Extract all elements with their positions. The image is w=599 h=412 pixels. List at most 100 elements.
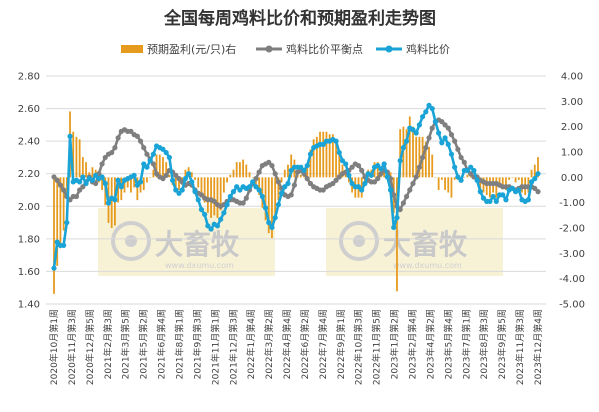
profit-bar xyxy=(283,169,286,178)
x-tick-label: 2023年4月第2周 xyxy=(424,309,436,379)
ratio-point xyxy=(234,184,240,190)
breakeven-point xyxy=(378,171,384,177)
breakeven-point xyxy=(307,180,314,187)
ratio-point xyxy=(426,102,432,108)
ratio-point xyxy=(400,145,406,151)
profit-bar xyxy=(287,164,289,178)
x-tick-label: 2021年5月第2周 xyxy=(138,309,150,379)
ratio-point xyxy=(272,215,278,221)
ratio-point xyxy=(528,179,535,185)
breakeven-point xyxy=(269,162,275,169)
ratio-point xyxy=(423,109,429,115)
profit-bar xyxy=(331,134,334,178)
y-right-tick-label: -3.00 xyxy=(559,249,585,260)
profit-bar xyxy=(219,177,222,211)
ratio-point xyxy=(391,224,397,231)
ratio-point xyxy=(336,149,342,156)
ratio-point xyxy=(131,172,137,178)
ratio-point xyxy=(169,177,176,183)
profit-bar xyxy=(428,146,430,178)
profit-bar xyxy=(59,177,62,249)
watermark-2: 大畜牧 www.dxumu.com xyxy=(326,208,503,276)
x-tick-label: 2021年8月第1周 xyxy=(173,309,185,379)
y-right-tick-label: 0.00 xyxy=(561,173,583,184)
y-left-tick-label: 2.80 xyxy=(18,72,40,83)
profit-bar xyxy=(78,139,81,178)
ratio-point xyxy=(516,187,522,193)
breakeven-point xyxy=(266,159,272,165)
ratio-point xyxy=(246,184,253,190)
ratio-point xyxy=(221,210,227,216)
profit-bar xyxy=(312,139,315,178)
ratio-point xyxy=(80,174,86,180)
y-left-tick-label: 2.60 xyxy=(18,104,40,115)
breakeven-point xyxy=(198,192,205,198)
profit-bar xyxy=(248,172,251,178)
y-axis-left: 1.40 1.60 1.80 2.00 2.20 2.40 2.60 2.80 xyxy=(18,72,40,311)
profit-bar xyxy=(130,177,132,193)
profit-bar xyxy=(444,177,446,190)
x-tick-label: 2022年7月第4周 xyxy=(317,309,329,379)
profit-bar xyxy=(415,136,418,178)
breakeven-point xyxy=(458,154,464,161)
profit-bar xyxy=(376,162,379,178)
profit-bar xyxy=(91,167,94,178)
breakeven-point xyxy=(93,180,99,187)
legend-label-breakeven: 鸡料比价平衡点 xyxy=(286,42,363,56)
breakeven-point xyxy=(448,132,455,138)
profit-bar xyxy=(338,154,341,178)
breakeven-point xyxy=(452,138,458,144)
breakeven-point xyxy=(288,192,294,198)
legend-marker-breakeven xyxy=(265,45,273,53)
ratio-point xyxy=(503,197,509,203)
ratio-point xyxy=(397,158,403,164)
profit-bar xyxy=(242,159,245,178)
x-tick-label: 2020年11月第3周 xyxy=(66,309,78,385)
x-tick-label: 2023年9月第5周 xyxy=(496,309,508,379)
ratio-point xyxy=(429,105,435,112)
ratio-point xyxy=(214,223,221,229)
ratio-point xyxy=(487,198,493,204)
y-axis-right: 4.00 3.00 2.00 1.00 0.00 -1.00 -2.00 -3.00 -4.00… xyxy=(559,72,585,311)
x-tick-label: 2022年11月第5周 xyxy=(371,309,383,385)
profit-bar xyxy=(190,172,193,178)
y-right-tick-label: -4.00 xyxy=(559,274,585,285)
ratio-point xyxy=(99,174,105,180)
breakeven-point xyxy=(397,206,403,213)
ratio-point xyxy=(343,161,349,167)
profit-bar xyxy=(315,136,318,178)
ratio-point xyxy=(493,198,499,204)
breakeven-point xyxy=(420,154,426,161)
ratio-point xyxy=(262,205,269,211)
profit-bar xyxy=(437,177,440,190)
breakeven-point xyxy=(272,171,278,177)
profit-bar xyxy=(110,177,113,228)
breakeven-point xyxy=(176,176,182,182)
ratio-point xyxy=(452,164,458,170)
ratio-point xyxy=(93,172,99,178)
profit-bar xyxy=(139,177,142,193)
profit-bar xyxy=(239,162,241,178)
x-tick-label: 2021年12月第3周 xyxy=(227,309,239,385)
watermark-1-logo-icon xyxy=(111,221,151,261)
breakeven-point xyxy=(416,164,423,170)
profit-bar xyxy=(75,136,78,178)
profit-bar xyxy=(396,177,398,292)
breakeven-point xyxy=(243,195,249,201)
profit-bar xyxy=(341,164,344,178)
breakeven-point xyxy=(275,179,281,185)
profit-bar xyxy=(511,177,514,178)
breakeven-point xyxy=(375,176,381,182)
ratio-point xyxy=(368,172,374,178)
profit-bar xyxy=(466,174,469,178)
ratio-point xyxy=(266,219,272,226)
ratio-point xyxy=(202,211,208,218)
ratio-point xyxy=(67,133,73,139)
profit-bar xyxy=(290,154,293,178)
profit-bar xyxy=(508,177,511,180)
breakeven-point xyxy=(134,133,140,139)
y-left-tick-label: 1.40 xyxy=(18,300,40,311)
profit-bar xyxy=(53,177,55,294)
ratio-point xyxy=(432,119,439,125)
